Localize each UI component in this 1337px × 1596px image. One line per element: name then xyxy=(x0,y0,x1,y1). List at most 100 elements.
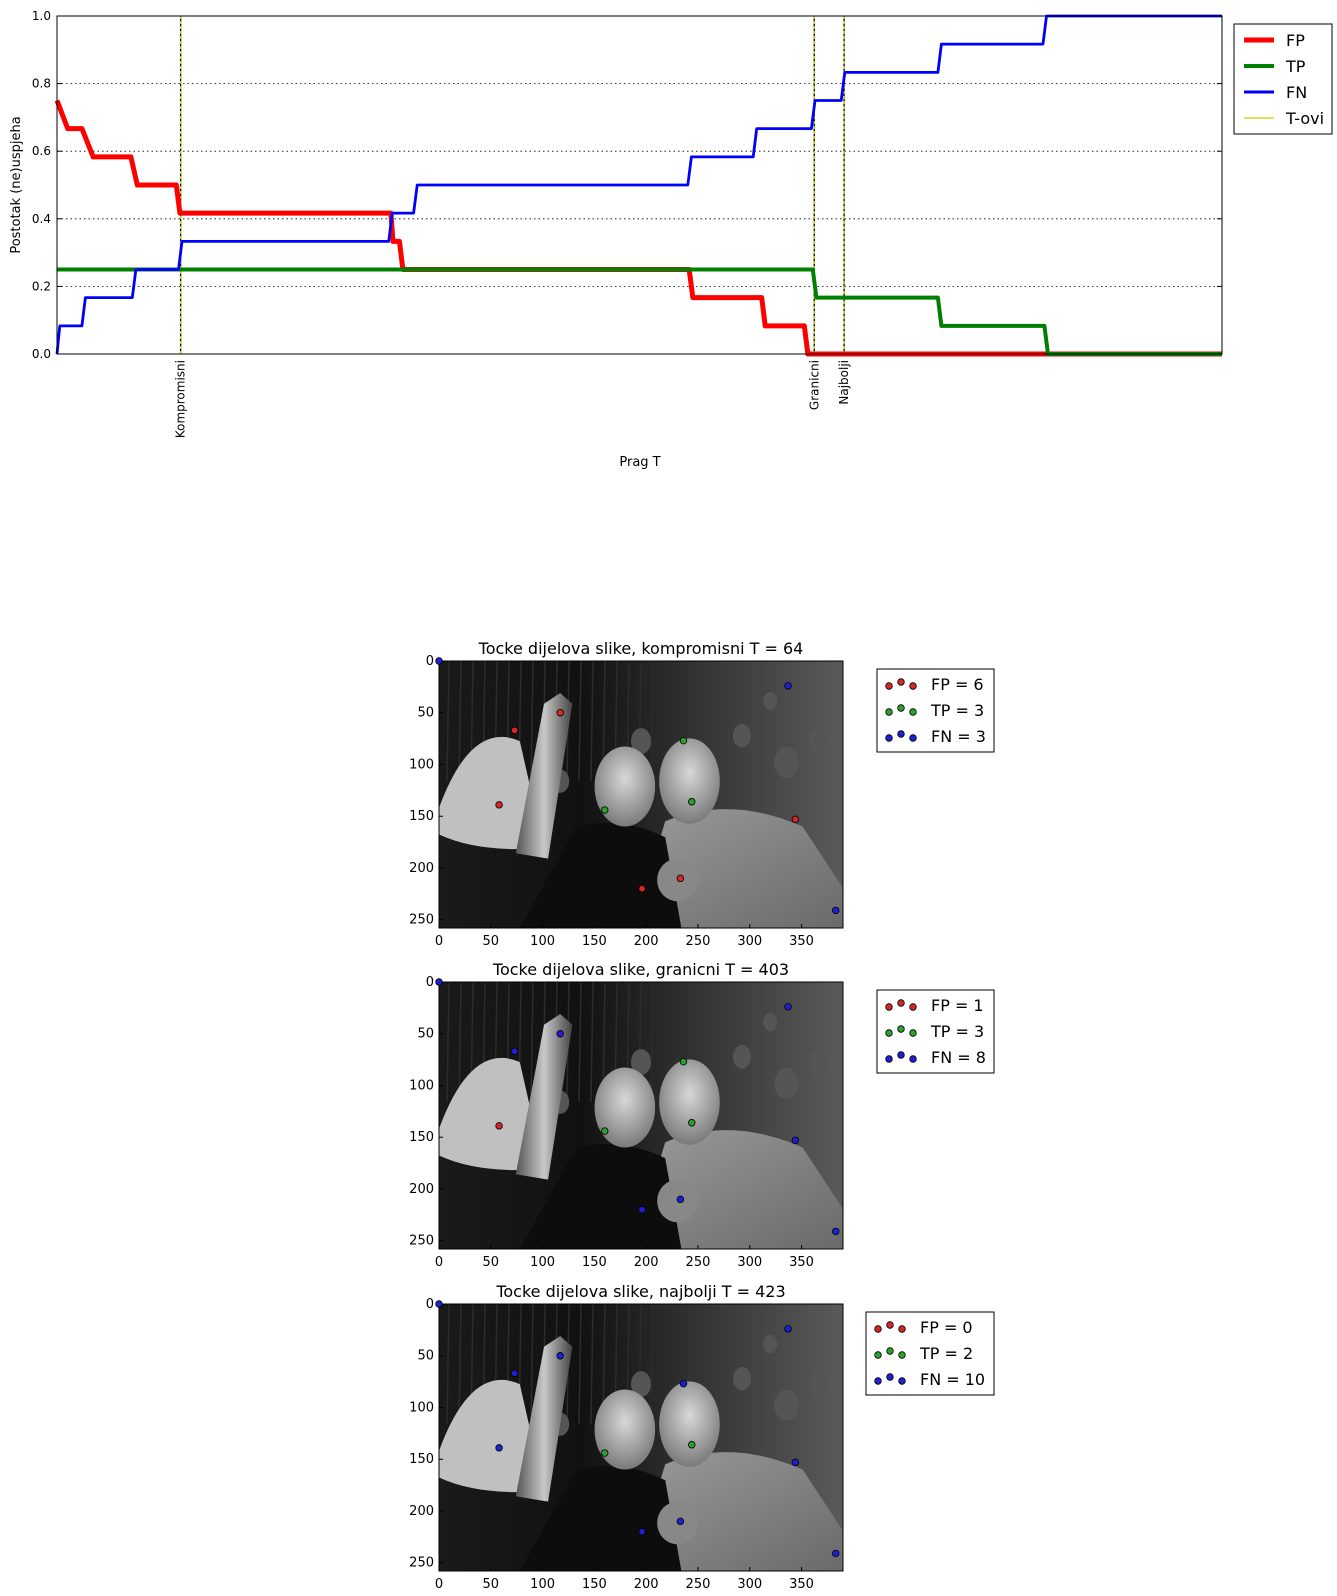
bottle xyxy=(515,1336,573,1502)
legend-marker-tp xyxy=(897,1025,905,1033)
legend-label-fn: FN = 10 xyxy=(920,1370,985,1389)
legend-label-fp: FP = 1 xyxy=(931,996,984,1015)
y-tick-label: 0 xyxy=(426,1297,434,1312)
x-tick-label: 300 xyxy=(737,1255,762,1270)
point-fn xyxy=(679,1379,688,1388)
wall-texture xyxy=(530,660,534,782)
legend-marker-tp xyxy=(885,708,893,716)
legend-marker-tp xyxy=(909,708,917,716)
legend-thresholds-label: T-ovi xyxy=(1285,109,1324,128)
x-tick-label: 200 xyxy=(634,1577,659,1592)
y-tick-label: 250 xyxy=(409,1556,434,1571)
legend-label-fp: FP = 0 xyxy=(920,1318,973,1337)
point-fn xyxy=(435,1300,443,1308)
face-left xyxy=(594,1389,656,1470)
x-tick-label: 100 xyxy=(530,1255,555,1270)
point-tp xyxy=(688,798,696,806)
subplot-title: Tocke dijelova slike, granicni T = 403 xyxy=(492,960,789,979)
crowd-head xyxy=(763,691,778,711)
point-fp xyxy=(495,1122,503,1130)
crowd-head xyxy=(631,728,651,755)
point-tp xyxy=(601,1127,609,1135)
subplot-legend xyxy=(876,989,995,1074)
legend-fn-label: FN xyxy=(1286,83,1307,102)
point-fn xyxy=(638,1205,646,1214)
x-axis-label: Prag T xyxy=(619,455,660,470)
x-tick-label: 0 xyxy=(435,1255,443,1270)
series-line-fn xyxy=(55,14,1222,355)
wall-texture xyxy=(458,981,462,1103)
point-tp xyxy=(679,736,688,745)
threshold-label: Granicni xyxy=(807,360,821,410)
face-right xyxy=(659,1381,720,1467)
x-tick-label: 100 xyxy=(530,934,555,949)
arm-left xyxy=(439,736,545,850)
x-tick-label: 250 xyxy=(686,1577,711,1592)
subplot-title: Tocke dijelova slike, najbolji T = 423 xyxy=(495,1282,785,1301)
x-tick-label: 50 xyxy=(483,934,500,949)
crowd-head xyxy=(774,1389,799,1422)
series-line-fp xyxy=(54,99,1222,357)
jacket-left xyxy=(519,1143,682,1249)
x-tick-label: 50 xyxy=(483,1577,500,1592)
y-tick-label: 0.4 xyxy=(32,212,51,226)
legend-tp-label: TP xyxy=(1285,57,1306,76)
y-axis-label: Postotak (ne)uspjeha xyxy=(9,116,24,253)
point-fp xyxy=(510,726,519,735)
legend-marker-fn xyxy=(897,1051,905,1059)
arm-left xyxy=(439,1379,545,1493)
y-tick-label: 100 xyxy=(409,1078,434,1093)
wall-texture xyxy=(458,1303,462,1425)
data-series xyxy=(54,14,1222,357)
legend: FP TP FN T-ovi xyxy=(1233,23,1333,135)
point-fn xyxy=(435,978,443,986)
arm-left xyxy=(439,1057,545,1171)
point-fn xyxy=(784,1003,792,1011)
threshold-label: Najbolji xyxy=(837,360,851,405)
point-fn xyxy=(832,906,840,915)
legend-marker-fn xyxy=(885,1055,893,1063)
y-tick-label: 0.2 xyxy=(32,279,51,293)
y-tick-label: 150 xyxy=(409,1130,434,1145)
wall-texture xyxy=(446,981,450,1103)
legend-marker-tp xyxy=(874,1351,882,1359)
x-tick-label: 100 xyxy=(530,1577,555,1592)
legend-marker-fp xyxy=(909,1003,917,1011)
crowd-head xyxy=(733,1367,751,1391)
wall-texture xyxy=(590,1303,594,1425)
point-fn xyxy=(556,1352,564,1360)
y-tick-label: 0 xyxy=(426,654,434,669)
subplot-title: Tocke dijelova slike, kompromisni T = 64 xyxy=(478,639,804,658)
x-tick-label: 200 xyxy=(634,934,659,949)
point-fn xyxy=(791,1458,800,1467)
legend-marker-fn xyxy=(897,730,905,738)
wall-texture xyxy=(590,981,594,1103)
x-tick-label: 350 xyxy=(789,934,814,949)
legend-marker-fn xyxy=(909,734,917,742)
x-tick-label: 150 xyxy=(582,1255,607,1270)
y-tick-label: 200 xyxy=(409,1504,434,1519)
point-fn xyxy=(676,1195,685,1204)
point-fn xyxy=(784,682,792,690)
point-fp xyxy=(638,884,646,893)
legend-label-fp: FP = 6 xyxy=(931,675,984,694)
point-fn xyxy=(510,1369,519,1378)
threshold-lines: Kompromisni Granicni Najbolji xyxy=(174,16,851,438)
legend-marker-fp xyxy=(885,682,893,690)
legend-marker-fp xyxy=(909,682,917,690)
point-fn xyxy=(510,1047,519,1056)
legend-label-tp: TP = 3 xyxy=(930,1022,984,1041)
crowd-head xyxy=(631,1049,651,1076)
face-right xyxy=(659,1059,720,1145)
subplot-frame xyxy=(438,1303,844,1572)
point-fn xyxy=(832,1549,840,1558)
wall-texture xyxy=(578,660,582,782)
point-fp xyxy=(791,815,800,824)
legend-marker-tp xyxy=(886,1347,894,1355)
point-tp xyxy=(688,1119,696,1127)
legend-marker-fn xyxy=(886,1373,894,1381)
crowd-head xyxy=(808,1049,829,1076)
x-tick-label: 250 xyxy=(686,1255,711,1270)
x-tick-label: 0 xyxy=(435,934,443,949)
legend-marker-fn xyxy=(898,1377,906,1385)
